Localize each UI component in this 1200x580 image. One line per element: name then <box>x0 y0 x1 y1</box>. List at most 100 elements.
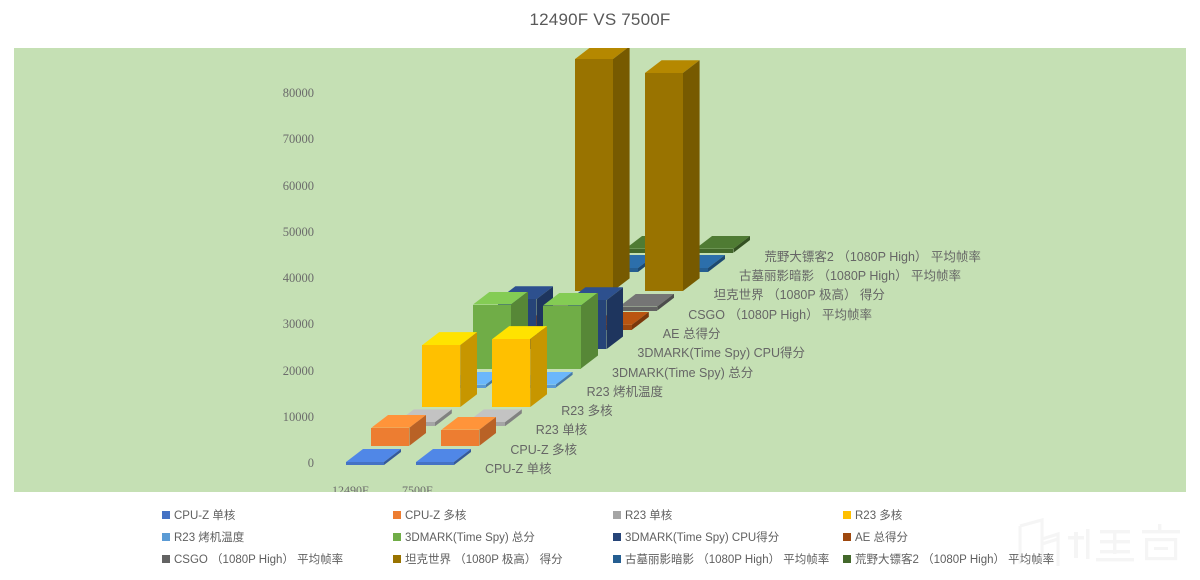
legend-swatch-icon <box>393 555 401 563</box>
y-axis: 80000 70000 60000 50000 40000 30000 20000 10000… <box>269 48 314 492</box>
x-category-label: 7500F <box>402 483 433 492</box>
x-category-label: 12490F <box>332 483 369 492</box>
legend-item[interactable]: CPU-Z 多核 <box>393 507 466 523</box>
bar-side-face <box>612 48 630 292</box>
chart-legend: CPU-Z 单核 CPU-Z 多核 R23 单核 R23 多核 R23 烤机温度 3DMA… <box>0 500 1200 576</box>
legend-label: 古墓丽影暗影 （1080P High） 平均帧率 <box>625 554 830 566</box>
y-axis-tick: 30000 <box>282 317 314 332</box>
chart-bar <box>346 449 401 465</box>
bar-top-face <box>619 293 675 307</box>
series-depth-label: 坦克世界 （1080P 极高） 得分 <box>713 288 885 303</box>
chart-bar <box>422 332 478 408</box>
legend-label: CPU-Z 单核 <box>174 510 236 522</box>
legend-label: AE 总得分 <box>855 532 909 544</box>
series-depth-label: CPU-Z 多核 <box>510 442 578 457</box>
series-depth-label: 3DMARK(Time Spy) 总分 <box>612 365 754 380</box>
legend-swatch-icon <box>162 533 170 541</box>
legend-item[interactable]: 坦克世界 （1080P 极高） 得分 <box>393 551 563 567</box>
bar-top-face <box>695 235 751 249</box>
legend-label: R23 单核 <box>625 510 673 522</box>
y-axis-tick: 80000 <box>282 86 314 100</box>
chart-bar <box>644 60 700 292</box>
bar-top-face <box>492 326 548 340</box>
chart-bar <box>619 293 675 311</box>
chart-bar <box>695 235 751 253</box>
y-axis-tick: 0 <box>307 456 314 470</box>
series-depth-label: R23 烤机温度 <box>586 384 663 399</box>
legend-label: CSGO （1080P High） 平均帧率 <box>174 554 344 566</box>
series-depth-label: R23 单核 <box>535 423 588 438</box>
legend-swatch-icon <box>613 555 621 563</box>
bar-side-face <box>682 60 700 292</box>
legend-swatch-icon <box>393 511 401 519</box>
series-depth-label: CSGO （1080P High） 平均帧率 <box>688 307 873 322</box>
chart-bar <box>543 292 598 369</box>
chart-bar <box>492 326 548 408</box>
legend-label: 坦克世界 （1080P 极高） 得分 <box>405 554 563 566</box>
series-depth-label: 荒野大镖客2 （1080P High） 平均帧率 <box>764 249 981 264</box>
chart-bar <box>574 48 630 292</box>
y-axis-tick: 60000 <box>282 178 314 193</box>
legend-item[interactable]: 3DMARK(Time Spy) 总分 <box>393 529 535 545</box>
y-axis-tick: 70000 <box>282 132 314 147</box>
legend-item[interactable]: AE 总得分 <box>843 529 908 545</box>
bar-side-face <box>530 326 548 408</box>
legend-item[interactable]: R23 单核 <box>613 507 672 523</box>
legend-label: R23 烤机温度 <box>174 532 245 544</box>
chart-bar <box>416 449 471 465</box>
bar-front-face <box>625 248 664 253</box>
bar-top-face <box>473 291 528 305</box>
bar-top-face <box>416 449 471 462</box>
bar-side-face <box>460 332 478 408</box>
bar-top-face <box>422 332 478 346</box>
bar-front-face <box>644 73 683 292</box>
legend-label: 3DMARK(Time Spy) CPU得分 <box>625 532 780 544</box>
chart-plot-area: 80000 70000 60000 50000 40000 30000 20000 10000… <box>14 48 1186 492</box>
y-axis-tick: 20000 <box>282 363 314 378</box>
y-axis-tick: 10000 <box>282 409 314 424</box>
legend-item[interactable]: CPU-Z 单核 <box>162 507 235 523</box>
bar-front-face <box>441 429 480 446</box>
series-depth-label: AE 总得分 <box>662 326 721 341</box>
bar-front-face <box>371 427 410 446</box>
legend-item[interactable]: 3DMARK(Time Spy) CPU得分 <box>613 529 779 545</box>
bar-front-face <box>416 462 454 465</box>
y-axis-tick: 40000 <box>282 271 314 285</box>
y-axis-tick: 50000 <box>282 224 314 239</box>
series-depth-label: 古墓丽影暗影 （1080P High） 平均帧率 <box>739 269 962 283</box>
legend-label: R23 多核 <box>855 510 903 522</box>
legend-swatch-icon <box>843 533 851 541</box>
bar-top-face <box>371 414 427 428</box>
chart-bar <box>371 414 427 446</box>
legend-label: CPU-Z 多核 <box>405 510 467 522</box>
legend-label: 荒野大镖客2 （1080P High） 平均帧率 <box>855 554 1055 566</box>
bar-top-face <box>543 292 598 306</box>
legend-swatch-icon <box>613 533 621 541</box>
bar-front-face <box>619 306 658 311</box>
legend-swatch-icon <box>162 511 170 519</box>
bar-top-face <box>644 60 700 74</box>
bar-front-face <box>543 305 581 369</box>
legend-swatch-icon <box>843 511 851 519</box>
bar-front-face <box>492 339 531 408</box>
bar-side-face <box>606 287 624 350</box>
bar-front-face <box>422 345 461 408</box>
bar-front-face <box>574 59 613 292</box>
legend-swatch-icon <box>393 533 401 541</box>
bar-top-face <box>441 416 497 430</box>
legend-item[interactable]: R23 多核 <box>843 507 902 523</box>
bar-front-face <box>346 462 384 465</box>
bar-top-face <box>346 449 401 462</box>
legend-item[interactable]: 荒野大镖客2 （1080P High） 平均帧率 <box>843 551 1054 567</box>
legend-label: 3DMARK(Time Spy) 总分 <box>405 532 535 544</box>
bar-top-face <box>574 48 630 60</box>
legend-item[interactable]: R23 烤机温度 <box>162 529 244 545</box>
legend-swatch-icon <box>613 511 621 519</box>
legend-item[interactable]: CSGO （1080P High） 平均帧率 <box>162 551 343 567</box>
series-depth-label: CPU-Z 单核 <box>485 462 552 476</box>
bar-side-face <box>581 292 598 369</box>
legend-item[interactable]: 古墓丽影暗影 （1080P High） 平均帧率 <box>613 551 829 567</box>
legend-swatch-icon <box>162 555 170 563</box>
chart-bar <box>441 416 497 446</box>
